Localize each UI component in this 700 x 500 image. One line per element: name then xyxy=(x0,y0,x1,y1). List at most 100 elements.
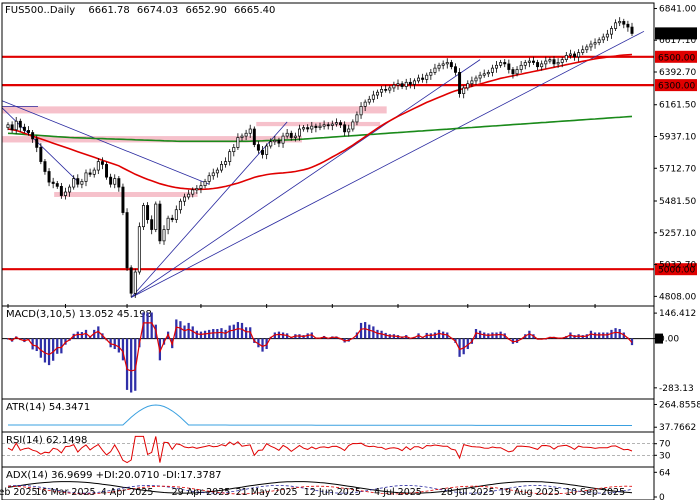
candle-body-26 xyxy=(113,178,117,185)
candle-body-54 xyxy=(228,151,232,162)
candle-body-63 xyxy=(265,145,269,155)
candle-body-142 xyxy=(589,43,593,48)
macd-bar-45 xyxy=(191,326,194,339)
macd-zero-tag xyxy=(655,333,663,344)
candle-body-50 xyxy=(211,172,215,177)
macd-bar-143 xyxy=(593,332,597,339)
candle-body-5 xyxy=(27,130,31,133)
candle-body-149 xyxy=(618,21,622,24)
macd-bar-88 xyxy=(368,324,371,339)
macd-bar-89 xyxy=(372,326,375,339)
adx-tick-label-1: 0 xyxy=(659,493,665,500)
x-tick-label-8: 19 Aug 2025 xyxy=(499,487,560,498)
candle-body-101 xyxy=(421,77,425,80)
macd-bar-26 xyxy=(113,338,116,350)
zone-3 xyxy=(54,192,198,197)
candle-body-6 xyxy=(31,132,35,140)
candle-body-72 xyxy=(302,127,306,130)
candle-body-55 xyxy=(232,147,236,153)
candle-body-12 xyxy=(55,183,59,187)
candle-body-99 xyxy=(412,80,416,85)
candle-body-61 xyxy=(256,144,260,151)
candle-body-2 xyxy=(14,120,18,131)
macd-bar-57 xyxy=(240,322,244,339)
candle-body-81 xyxy=(339,122,343,126)
candle-body-75 xyxy=(314,125,318,128)
macd-bar-48 xyxy=(203,330,207,339)
chart-title: FUS500..Daily 6661.78 6674.03 6652.90 66… xyxy=(5,5,275,16)
price-tick-label-4: 5937.10 xyxy=(659,133,696,143)
candle-body-128 xyxy=(531,60,535,63)
candle-body-71 xyxy=(297,128,301,137)
trendline-4 xyxy=(1,107,79,182)
ohlc-open: 6661.78 xyxy=(88,5,129,16)
price-tick-label-5: 5712.70 xyxy=(659,164,696,174)
macd-bar-110 xyxy=(458,338,461,357)
candle-body-82 xyxy=(343,124,347,133)
candle-body-125 xyxy=(519,64,523,70)
price-tick-label-2: 6392.70 xyxy=(659,68,696,78)
candle-body-86 xyxy=(359,106,363,116)
macd-bar-31 xyxy=(134,338,137,391)
candle-body-67 xyxy=(281,135,285,144)
candle-body-87 xyxy=(363,101,367,107)
candle-body-111 xyxy=(462,87,466,94)
candle-body-136 xyxy=(564,55,568,60)
candle-body-135 xyxy=(560,59,564,63)
atr-tick-label-1: 37.7662 xyxy=(659,423,696,433)
candle-body-131 xyxy=(544,60,548,65)
macd-bar-146 xyxy=(606,332,609,339)
candle-body-7 xyxy=(35,138,39,148)
candle-body-146 xyxy=(605,33,609,38)
macd-bar-25 xyxy=(109,338,112,348)
candle-body-39 xyxy=(166,217,170,230)
candle-body-85 xyxy=(355,114,359,123)
candle-body-47 xyxy=(199,185,203,189)
macd-bar-10 xyxy=(47,338,51,366)
candle-body-56 xyxy=(236,137,240,148)
x-tick-label-5: 12 Jun 2025 xyxy=(304,487,361,498)
macd-bar-47 xyxy=(199,331,203,339)
candle-body-69 xyxy=(289,132,293,138)
candle-body-70 xyxy=(293,135,297,138)
macd-bar-30 xyxy=(130,338,133,393)
macd-bar-53 xyxy=(224,329,227,339)
indicators-layer: MACD(3,10,5) 13.052 45.198 146.412 0.00 -28… xyxy=(2,309,700,500)
candle-body-112 xyxy=(466,83,470,89)
candle-body-116 xyxy=(482,73,486,76)
macd-bar-17 xyxy=(76,331,79,339)
candle-body-144 xyxy=(597,39,601,43)
candle-body-114 xyxy=(474,77,478,82)
macd-bar-7 xyxy=(35,338,38,352)
macd-bar-6 xyxy=(31,338,34,350)
candle-body-66 xyxy=(277,139,281,144)
candle-body-105 xyxy=(437,64,441,69)
candle-body-16 xyxy=(72,178,76,188)
candle-body-147 xyxy=(609,28,613,35)
macd-bar-46 xyxy=(195,330,198,339)
zone-1 xyxy=(256,121,381,127)
candle-body-32 xyxy=(137,226,141,273)
candle-body-97 xyxy=(404,81,408,87)
candle-body-92 xyxy=(384,89,388,91)
candle-body-145 xyxy=(601,36,605,41)
ma-slow-line xyxy=(7,115,633,143)
macd-bar-51 xyxy=(216,329,219,339)
macd-bar-67 xyxy=(281,332,285,339)
level-tag-1 xyxy=(655,79,697,92)
candle-body-11 xyxy=(51,181,55,184)
price-tick-label-8: 5032.70 xyxy=(659,261,696,271)
candle-body-102 xyxy=(425,74,429,80)
candle-body-59 xyxy=(248,128,252,134)
candle-body-115 xyxy=(478,74,482,79)
candle-body-18 xyxy=(80,181,84,185)
candle-body-25 xyxy=(109,176,113,185)
candle-body-41 xyxy=(174,209,178,220)
macd-tick-label-1: 0.00 xyxy=(659,335,679,345)
rsi-tick-label-0: 70 xyxy=(659,440,671,450)
candle-body-108 xyxy=(449,62,453,68)
candle-body-88 xyxy=(367,98,371,103)
candle-body-24 xyxy=(105,164,109,178)
